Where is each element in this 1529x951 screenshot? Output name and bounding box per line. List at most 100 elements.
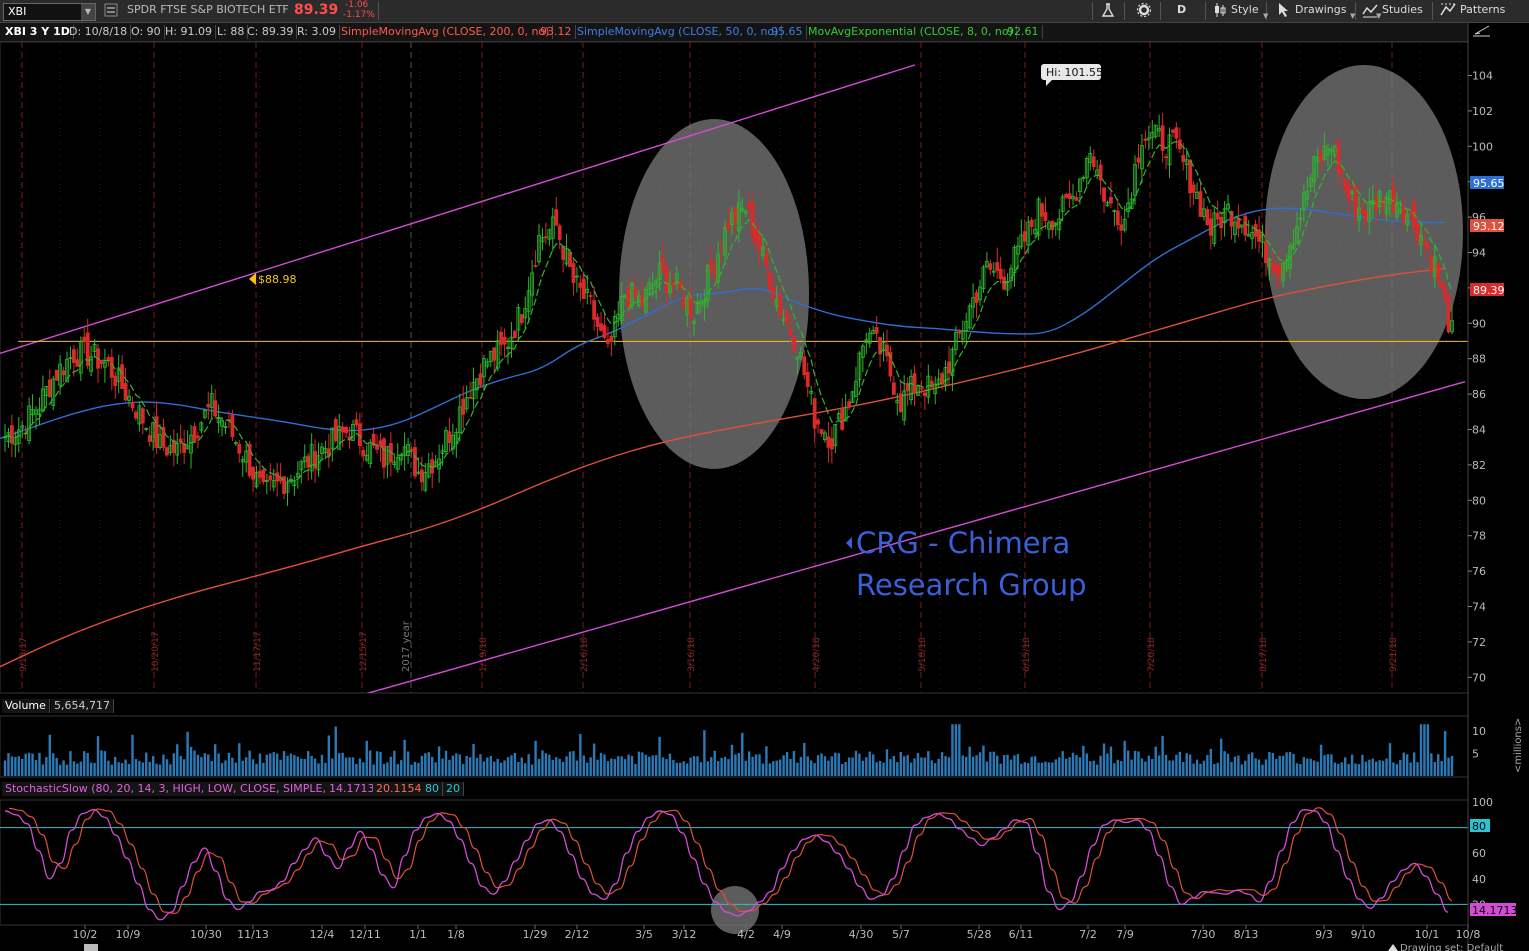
chevron-down-icon[interactable]: ▼ <box>81 4 95 20</box>
chevron-down-icon[interactable]: ▼ <box>1350 12 1356 20</box>
aggregation-button[interactable]: D <box>1177 3 1187 16</box>
chevron-down-icon[interactable]: ▼ <box>1263 12 1269 20</box>
stochastic-label[interactable]: StochasticSlow (80, 20, 14, 3, HIGH, LOW… <box>2 782 353 796</box>
candle-up <box>843 407 848 422</box>
ema8-label[interactable]: MovAvgExponential (CLOSE, 8, 0, no) <box>805 25 1017 39</box>
volume-bar <box>1092 760 1095 776</box>
drawings-button[interactable]: Drawings <box>1295 3 1347 16</box>
volume-bar <box>747 751 751 776</box>
candle-down <box>447 431 452 444</box>
candle-down <box>571 263 576 284</box>
candle-up <box>392 461 397 465</box>
candle-up <box>668 285 672 294</box>
volume-bar <box>17 756 20 776</box>
candle-down <box>792 336 796 352</box>
candle-down <box>633 288 638 298</box>
volume-bar <box>451 755 455 776</box>
volume-bar <box>1278 755 1281 776</box>
volume-label[interactable]: Volume <box>2 699 50 713</box>
ema8-line <box>4 140 1453 482</box>
price-tick-label: 84 <box>1472 424 1486 437</box>
volume-bar <box>903 756 906 776</box>
net-change: -1.06 <box>345 0 369 10</box>
zoom-icon[interactable] <box>1473 25 1490 37</box>
sma50-label[interactable]: SimpleMovingAvg (CLOSE, 50, 0, no) <box>574 25 783 39</box>
candle-down <box>1391 186 1396 213</box>
time-tick-label: 7/9 <box>1116 928 1134 941</box>
patterns-button[interactable]: Patterns <box>1460 3 1506 16</box>
cursor-icon[interactable] <box>1277 2 1291 21</box>
volume-bar <box>796 762 799 776</box>
candle-down <box>1408 210 1413 213</box>
price-tag-sma50: 95.65 <box>1470 176 1505 190</box>
volume-pane[interactable] <box>0 715 1469 778</box>
volume-bar <box>65 764 69 776</box>
candle-up <box>537 235 541 263</box>
studies-button[interactable]: Studies <box>1382 3 1423 16</box>
volume-bar <box>617 756 620 776</box>
date-marker-label: 5/18/18 <box>918 637 928 672</box>
flask-icon[interactable] <box>1100 2 1116 21</box>
time-tick-label: 10/30 <box>190 928 222 941</box>
candle-down <box>375 445 379 450</box>
volume-bar <box>293 755 296 776</box>
candle-up <box>37 408 42 416</box>
sma200-label[interactable]: SimpleMovingAvg (CLOSE, 200, 0, no) <box>338 25 554 39</box>
candle-up <box>330 427 335 449</box>
volume-bar <box>1437 754 1440 776</box>
candle-down <box>1353 183 1358 217</box>
stoch-tag-80: 80 <box>1470 819 1490 833</box>
candle-down <box>113 375 118 387</box>
candle-down <box>502 336 507 345</box>
candle-up <box>637 295 641 306</box>
volume-bar <box>572 751 575 776</box>
volume-bar <box>548 754 551 776</box>
volume-bar <box>1244 760 1247 776</box>
volume-bar <box>417 762 420 776</box>
candle-down <box>61 370 66 376</box>
symbol-description: SPDR FTSE S&P BIOTECH ETF <box>127 3 289 16</box>
candle-up <box>89 356 94 372</box>
hi-label: Hi: 101.55 <box>1046 66 1103 79</box>
candle-up <box>1033 228 1038 235</box>
style-button[interactable]: Style <box>1231 3 1259 16</box>
volume-bar <box>275 753 279 776</box>
volume-bar <box>1409 762 1412 776</box>
candle-down <box>1229 210 1234 227</box>
volume-bar <box>1237 755 1240 776</box>
chevron-down-icon[interactable]: ▼ <box>1376 12 1382 20</box>
volume-bar <box>10 756 14 776</box>
price-tick-label: 90 <box>1472 317 1486 330</box>
gear-icon[interactable] <box>1136 2 1152 21</box>
sma50-tag: 95.65 <box>1473 177 1505 190</box>
volume-bar <box>934 763 937 776</box>
volume-bar <box>806 756 809 776</box>
studies-icon[interactable] <box>1362 2 1378 21</box>
candle-down <box>988 263 993 270</box>
symbol-input[interactable]: XBI ▼ <box>3 3 96 21</box>
candle-up <box>795 356 800 360</box>
volume-bar <box>665 759 668 776</box>
channel-lower-line <box>366 381 1466 693</box>
chart-period[interactable]: XBI 3 Y 1D <box>2 25 74 39</box>
candle-up <box>1377 191 1382 208</box>
volume-bar <box>1137 751 1140 776</box>
volume-bar <box>258 753 262 776</box>
patterns-icon[interactable] <box>1440 2 1456 21</box>
volume-bar <box>31 753 34 776</box>
stoch-k-line <box>4 809 1449 921</box>
volume-bar <box>169 764 172 776</box>
candle-up <box>740 207 745 211</box>
volume-bar <box>1264 759 1268 776</box>
symbol-info-icon[interactable] <box>104 3 118 20</box>
candle-down <box>47 379 52 398</box>
volume-bar <box>103 751 107 776</box>
volume-bar <box>710 757 713 776</box>
volume-bar <box>24 753 27 776</box>
volume-bar <box>179 756 182 776</box>
volume-bar <box>1023 762 1026 776</box>
candle-style-icon[interactable] <box>1213 2 1227 21</box>
volume-bar <box>999 763 1002 776</box>
volume-bar <box>1116 759 1120 776</box>
